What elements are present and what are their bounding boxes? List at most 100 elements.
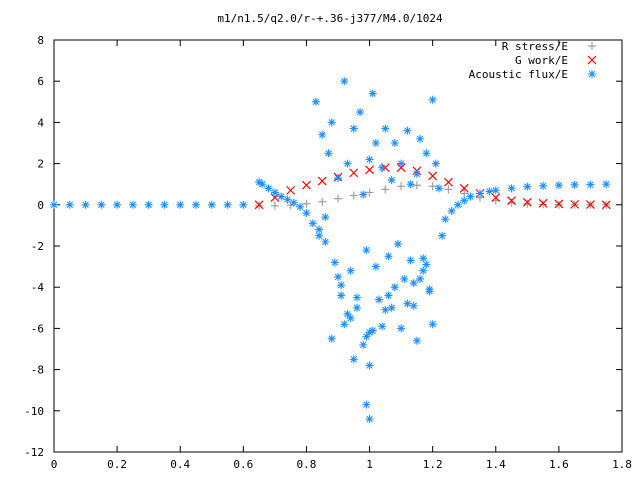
x-tick-label: 0.8 [297, 458, 317, 471]
data-point [491, 186, 500, 195]
marker-star [239, 200, 248, 209]
marker-star [431, 159, 440, 168]
data-point [378, 322, 387, 331]
data-point [412, 336, 421, 345]
data-point [349, 168, 359, 178]
marker-star [264, 184, 273, 193]
data-point [459, 183, 469, 193]
marker-star [359, 190, 368, 199]
marker-star [371, 262, 380, 271]
marker-star [412, 336, 421, 345]
data-point [371, 262, 380, 271]
data-point [381, 185, 390, 194]
marker-star [422, 149, 431, 158]
data-point [362, 400, 371, 409]
marker-star [466, 192, 475, 201]
marker-star [352, 293, 361, 302]
marker-star [460, 196, 469, 205]
marker-star [419, 266, 428, 275]
marker-star [362, 400, 371, 409]
marker-plus [365, 188, 374, 197]
marker-star [277, 192, 286, 201]
marker-plus [302, 199, 311, 208]
data-point [485, 187, 494, 196]
data-point [523, 182, 532, 191]
data-point [412, 169, 421, 178]
y-tick-label: -8 [31, 364, 44, 377]
marker-star [586, 180, 595, 189]
marker-star [371, 139, 380, 147]
data-point [286, 185, 296, 195]
data-point [522, 197, 532, 207]
marker-star [362, 246, 371, 255]
marker-star [81, 200, 90, 209]
marker-star [375, 295, 384, 304]
marker-star [365, 155, 374, 164]
chart-title: m1/n1.5/q2.0/r-+.36-j377/M4.0/1024 [217, 12, 443, 25]
legend-label: R stress/E [502, 40, 568, 53]
data-point [406, 256, 415, 265]
x-tick-label: 0.6 [233, 458, 253, 471]
marker-plus [318, 197, 327, 206]
marker-star [337, 281, 346, 290]
marker-star [570, 180, 579, 189]
marker-star [362, 332, 371, 341]
data-point [403, 299, 412, 308]
y-tick-label: -10 [24, 405, 44, 418]
marker-star [425, 285, 434, 294]
data-point [422, 149, 431, 158]
data-point [160, 200, 169, 209]
data-point [349, 355, 358, 364]
data-point [523, 199, 532, 208]
marker-star [416, 274, 425, 283]
data-point [602, 180, 611, 189]
data-point [460, 189, 469, 198]
data-point [302, 199, 311, 208]
data-point [425, 285, 434, 294]
marker-cross [587, 55, 597, 65]
marker-star [349, 355, 358, 364]
marker-plus [523, 199, 532, 208]
marker-star [255, 178, 264, 187]
marker-star [397, 159, 406, 168]
marker-cross [365, 165, 374, 175]
data-point [387, 303, 396, 312]
data-point [50, 200, 58, 209]
marker-star [365, 361, 374, 370]
data-point [349, 124, 358, 133]
marker-star [192, 200, 200, 209]
data-point [397, 159, 406, 168]
marker-star [346, 266, 355, 275]
marker-cross [302, 180, 311, 190]
marker-star [406, 256, 415, 265]
data-point [192, 200, 200, 209]
data-point [359, 340, 368, 349]
data-point [283, 195, 292, 204]
data-point [317, 176, 327, 186]
data-point [400, 274, 409, 283]
data-point [349, 191, 358, 200]
data-point [460, 196, 469, 205]
data-point [258, 180, 267, 189]
data-point [334, 174, 342, 183]
data-point [393, 239, 402, 248]
marker-star [441, 215, 450, 224]
marker-star [343, 159, 352, 168]
data-point [396, 163, 406, 173]
marker-cross [428, 171, 438, 181]
data-point [428, 171, 438, 181]
marker-star [346, 314, 355, 323]
data-point [570, 199, 580, 209]
data-point [384, 252, 393, 261]
data-point [337, 291, 346, 300]
marker-star [359, 340, 368, 349]
marker-plus [397, 182, 406, 191]
data-point [340, 77, 349, 86]
data-point [223, 200, 232, 209]
data-point [270, 201, 279, 210]
marker-cross [554, 199, 564, 209]
marker-cross [254, 200, 264, 210]
data-point [352, 303, 361, 312]
marker-star [302, 209, 311, 218]
